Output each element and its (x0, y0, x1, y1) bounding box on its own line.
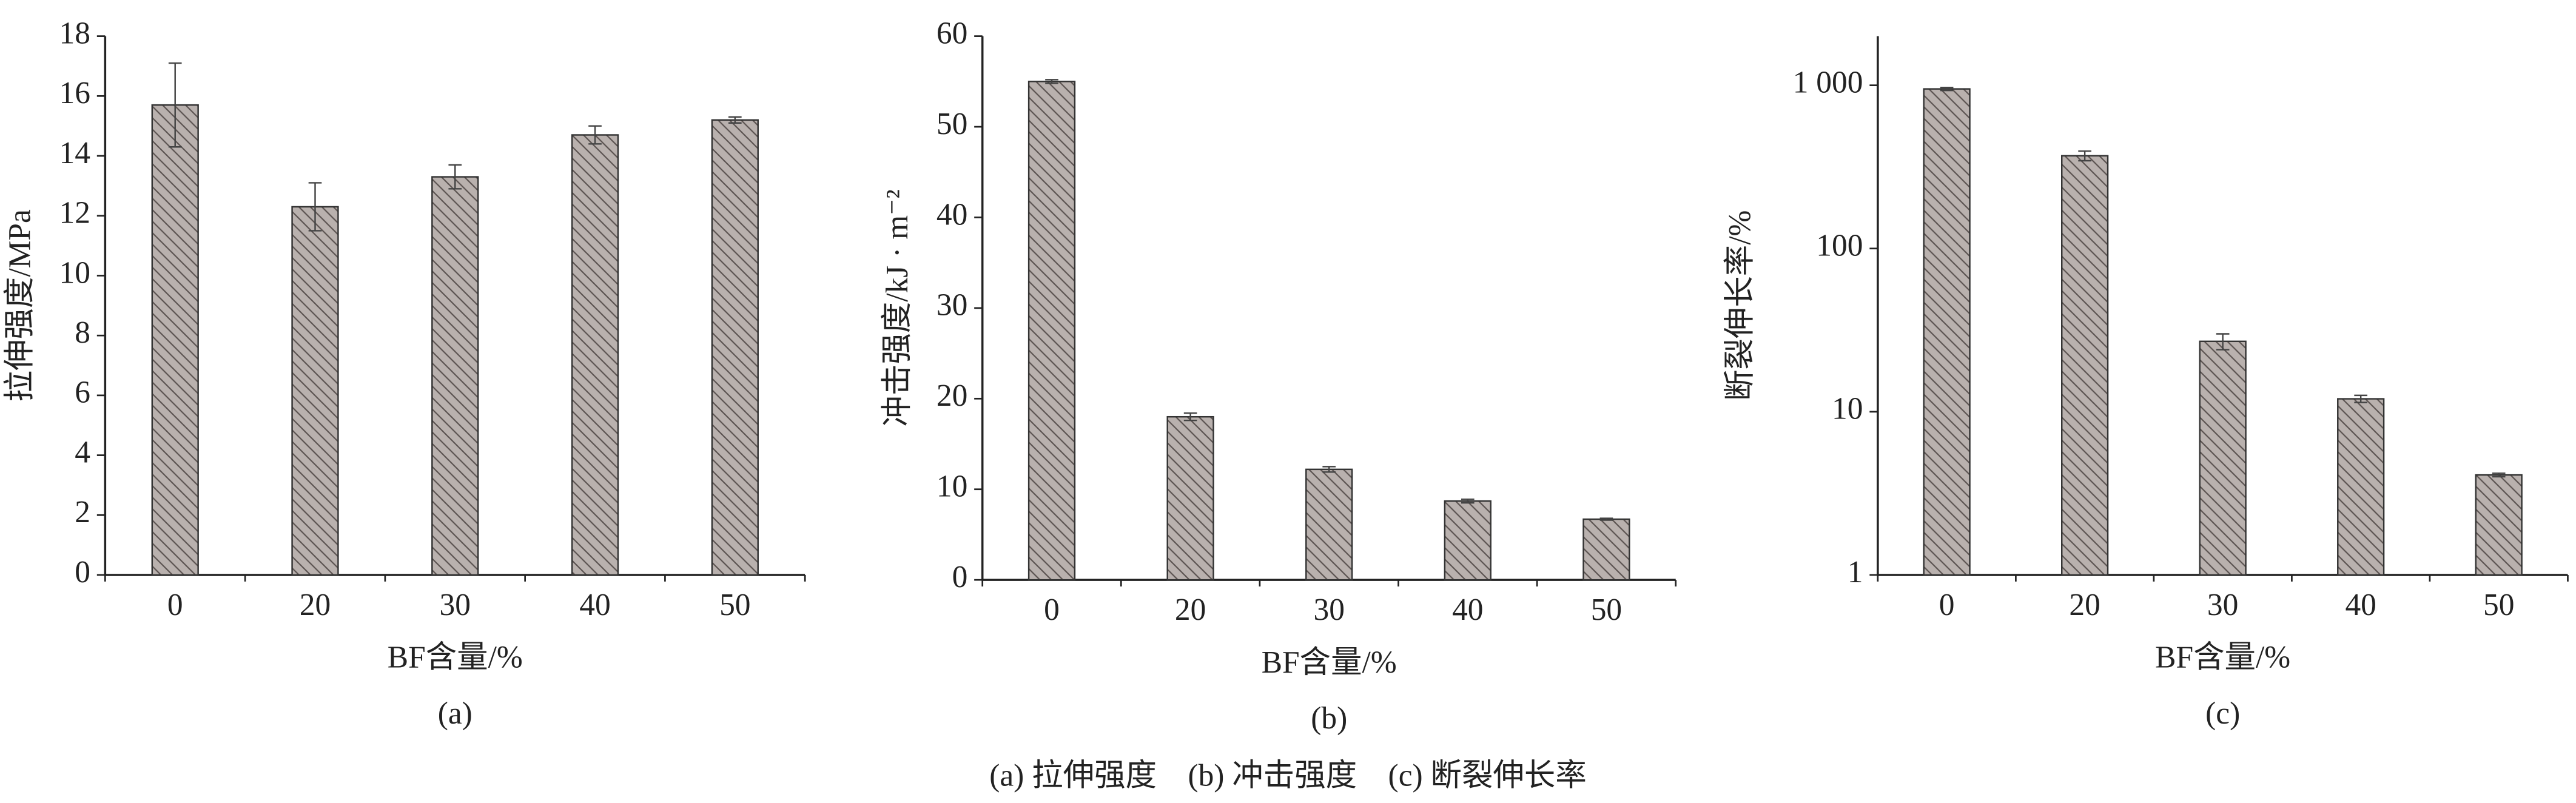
y-tick-label: 60 (937, 16, 967, 50)
x-tick-label: 40 (2345, 588, 2376, 622)
bar (1923, 88, 1971, 576)
error-bar (728, 116, 742, 124)
error-bar (308, 182, 322, 232)
bar (2475, 474, 2523, 576)
x-tick-label: 0 (1044, 593, 1060, 627)
bar (711, 119, 759, 576)
y-tick-label: 4 (75, 435, 90, 469)
y-tick-label: 12 (59, 196, 90, 230)
x-tick-label: 50 (719, 588, 750, 622)
y-axis-label: 拉伸强度/MPa (3, 209, 38, 402)
chart: 1 10 100 1 000 0 20 30 40 50 BF含量/% (c) 断裂伸长率/% (1723, 36, 2569, 731)
error-bar (2354, 394, 2368, 403)
bar (1305, 468, 1353, 581)
y-tick-label: 6 (75, 375, 90, 410)
y-tick-label: 20 (937, 378, 967, 413)
y-axis-label: 断裂伸长率/% (1723, 210, 1758, 401)
y-tick-label: 1 (1848, 555, 1863, 590)
y-tick-label: 2 (75, 495, 90, 529)
bar (2199, 340, 2247, 576)
bar (1166, 415, 1214, 581)
caption: (a) (438, 696, 472, 731)
bar (571, 134, 619, 576)
y-tick-label: 8 (75, 315, 90, 350)
bar (2337, 398, 2385, 576)
y-tick-label: 40 (937, 197, 967, 232)
x-tick-label: 20 (300, 588, 331, 622)
y-tick-label: 10 (937, 469, 967, 504)
x-axis-label: BF含量/% (1262, 645, 1397, 680)
x-tick-label: 0 (1939, 588, 1955, 622)
chart: 0 2 4 6 8 10 12 14 16 18 0 20 30 40 50 BF含量/% (a) 拉伸强度/MP… (3, 16, 806, 731)
bar (151, 104, 199, 576)
y-tick-label: 14 (59, 136, 90, 170)
y-tick-label: 0 (75, 555, 90, 590)
x-tick-label: 50 (2483, 588, 2514, 622)
x-tick-label: 30 (2207, 588, 2238, 622)
x-tick-label: 30 (1313, 593, 1344, 627)
error-bar (1940, 86, 1954, 92)
x-tick-label: 0 (167, 588, 183, 622)
figure-caption: (a) 拉伸强度 (b) 冲击强度 (c) 断裂伸长率 (989, 759, 1587, 793)
bar (1582, 518, 1630, 581)
error-bar (2216, 333, 2230, 351)
error-bar (2078, 150, 2091, 162)
error-bar (1599, 517, 1613, 521)
y-tick-label: 50 (937, 107, 967, 141)
bar (1027, 81, 1076, 581)
bar (291, 206, 339, 576)
y-tick-label: 1 000 (1793, 65, 1863, 99)
y-tick-label: 30 (937, 288, 967, 323)
error-bar (1045, 79, 1058, 84)
x-tick-label: 40 (579, 588, 610, 622)
y-tick-label: 10 (59, 255, 90, 290)
error-bar (448, 164, 462, 190)
chart: 0 10 20 30 40 50 60 0 20 30 40 50 BF含量/% (b) 冲击强度/kJ ·… (880, 16, 1677, 736)
error-bar (588, 125, 602, 145)
bar (431, 176, 479, 576)
x-axis-label: BF含量/% (388, 640, 523, 675)
x-tick-label: 30 (440, 588, 471, 622)
x-tick-label: 20 (1175, 593, 1206, 627)
y-tick-label: 0 (952, 560, 968, 594)
x-axis-label: BF含量/% (2155, 640, 2290, 675)
x-tick-label: 20 (2069, 588, 2100, 622)
error-bar (2492, 472, 2506, 478)
y-tick-label: 10 (1832, 392, 1863, 426)
caption: (c) (2205, 696, 2240, 731)
x-tick-label: 50 (1591, 593, 1622, 627)
y-tick-label: 100 (1816, 229, 1863, 263)
error-bar (168, 62, 182, 148)
error-bar (1183, 412, 1197, 422)
y-tick-label: 16 (59, 76, 90, 110)
y-axis-label: 冲击强度/kJ · m⁻² (880, 189, 915, 426)
error-bar (1461, 498, 1475, 504)
x-tick-label: 40 (1452, 593, 1483, 627)
caption: (b) (1311, 701, 1347, 736)
y-tick-label: 18 (59, 16, 90, 50)
error-bar (1322, 466, 1336, 473)
bar (1444, 500, 1491, 581)
bar (2061, 155, 2109, 576)
